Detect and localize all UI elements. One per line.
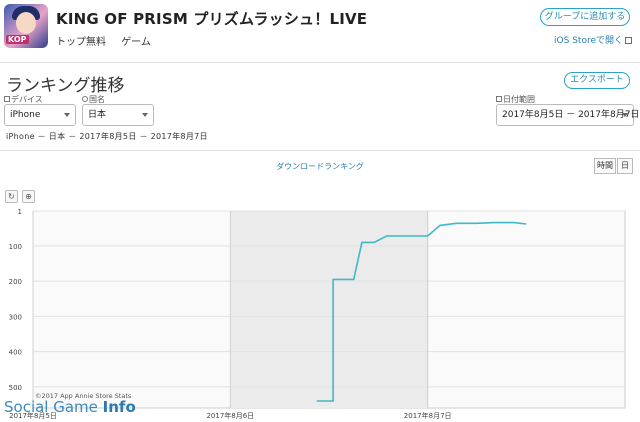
ios-store-link-label[interactable]: iOS Storeで開く: [554, 36, 623, 46]
y-tick-label: 500: [9, 384, 22, 392]
chevron-down-icon: [622, 113, 628, 117]
calendar-icon: [496, 96, 502, 102]
header-divider: [0, 62, 640, 63]
add-to-group-button[interactable]: グループに追加する: [540, 8, 630, 26]
export-button[interactable]: エクスポート: [564, 72, 630, 89]
x-tick-label: 2017年8月7日: [404, 411, 452, 420]
toggle-hour-button[interactable]: 時間: [594, 158, 616, 174]
chart-credit: ©2017 App Annie Store Stats: [35, 392, 132, 400]
device-label: デバイス: [4, 94, 43, 105]
y-tick-label: 1: [18, 208, 22, 216]
app-category[interactable]: ゲーム: [121, 37, 151, 48]
ranking-chart: 1 100 200 300 400 500 2017年8月5日 2017年8月6日 2017年8…: [9, 208, 626, 420]
watermark-logo: Social Game Info: [4, 398, 136, 416]
chart-title: ダウンロードランキング: [276, 162, 364, 171]
chevron-down-icon: [64, 113, 70, 117]
plot-shaded-band: [230, 211, 428, 408]
series-line: [316, 221, 527, 402]
device-select[interactable]: iPhone: [4, 104, 76, 126]
app-icon: KOP: [4, 4, 48, 48]
toggle-day-button[interactable]: 日: [617, 158, 633, 174]
date-range-label: 日付範囲: [496, 94, 535, 105]
country-select-value: 日本: [88, 110, 107, 120]
app-title: KING OF PRISM プリズムラッシュ！LIVE: [56, 10, 368, 28]
reset-zoom-icon[interactable]: ↻: [5, 190, 18, 203]
zoom-in-icon[interactable]: ⊕: [22, 190, 35, 203]
app-icon-face: [16, 12, 36, 34]
chevron-down-icon: [142, 113, 148, 117]
external-link-icon: [625, 37, 632, 44]
x-tick-label: 2017年8月6日: [206, 411, 254, 420]
app-icon-badge: KOP: [6, 35, 29, 44]
y-tick-label: 300: [9, 313, 22, 321]
y-tick-label: 200: [9, 278, 22, 286]
date-range-select[interactable]: 2017年8月5日 － 2017年8月7日: [496, 104, 639, 126]
chart-subtitle: iPhone － 日本 － 2017年8月5日 － 2017年8月7日: [6, 132, 208, 141]
app-meta: トップ無料 ゲーム: [56, 33, 163, 48]
y-tick-label: 100: [9, 243, 22, 251]
device-select-value: iPhone: [10, 110, 41, 120]
country-select[interactable]: 日本: [82, 104, 154, 126]
filter-divider: [0, 150, 640, 151]
y-tick-label: 400: [9, 349, 22, 357]
country-label: 国名: [82, 94, 105, 105]
device-icon: [4, 96, 10, 102]
ios-store-link[interactable]: iOS Storeで開く: [554, 33, 632, 46]
date-range-value: 2017年8月5日 － 2017年8月7日: [502, 110, 640, 120]
globe-icon: [82, 96, 88, 102]
section-title: ランキング推移: [6, 76, 125, 96]
app-price: トップ無料: [56, 37, 106, 48]
x-tick-label: 2017年8月5日: [9, 411, 57, 420]
